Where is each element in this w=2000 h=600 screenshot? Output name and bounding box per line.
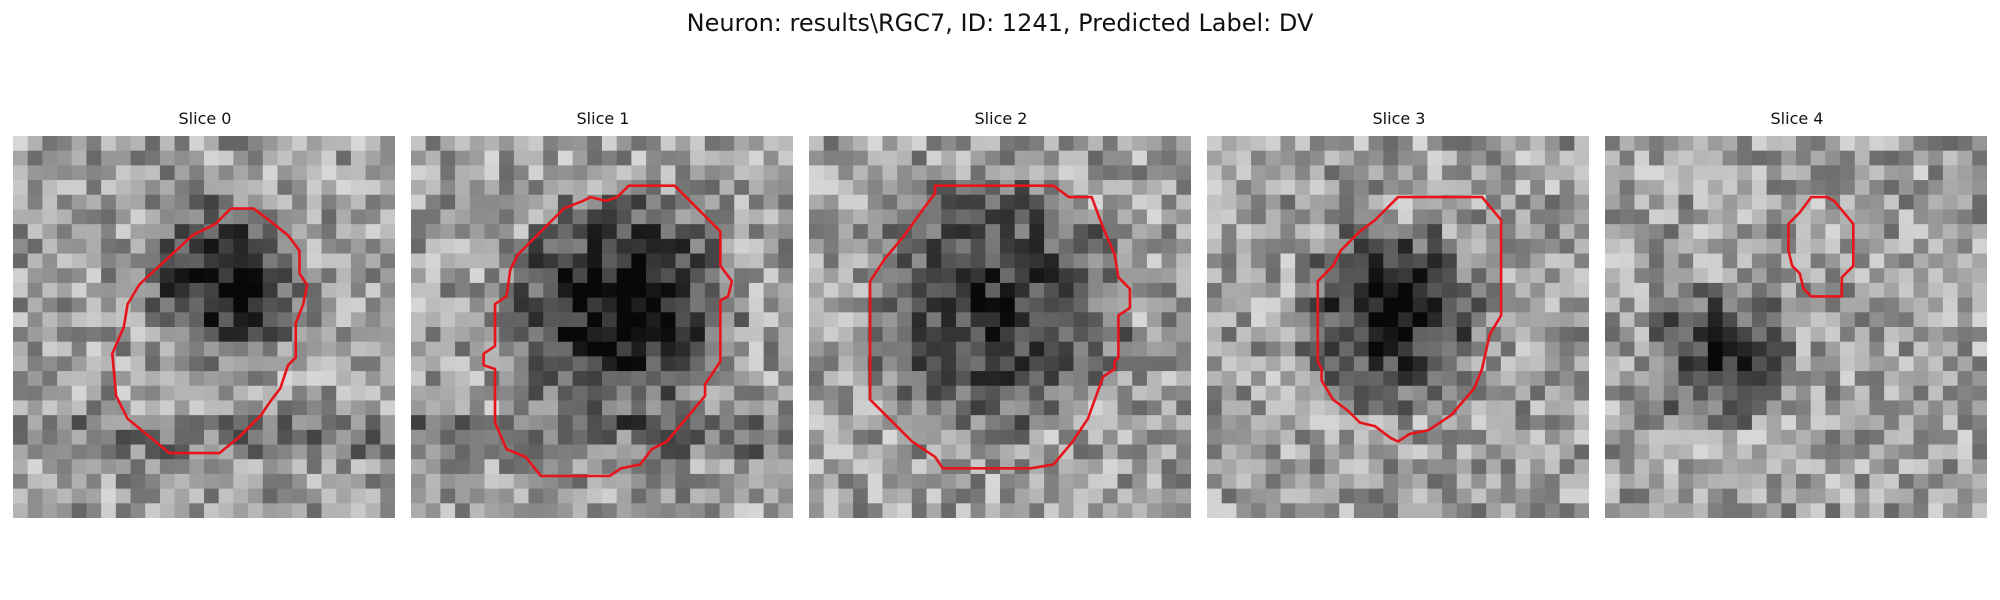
slice-title-2: Slice 2 [974,109,1028,128]
segmentation-contour [1316,195,1503,443]
segmentation-contour [111,207,309,455]
figure-title: Neuron: results\RGC7, ID: 1241, Predicte… [686,9,1314,37]
slice-image-1 [411,136,793,518]
slice-title-3: Slice 3 [1372,109,1426,128]
slice-image-3 [1207,136,1589,518]
slice-svg-3 [1207,136,1589,518]
slice-title-0: Slice 0 [178,109,232,128]
slice-image-2 [809,136,1191,518]
segmentation-contour [1787,195,1855,298]
slice-svg-2 [809,136,1191,518]
segmentation-contour [482,184,734,478]
slice-svg-4 [1605,136,1987,518]
slice-title-1: Slice 1 [576,109,630,128]
slice-svg-0 [13,136,395,518]
segmentation-contour [868,184,1132,470]
slice-svg-1 [411,136,793,518]
slice-image-4 [1605,136,1987,518]
slice-title-4: Slice 4 [1770,109,1824,128]
slice-image-0 [13,136,395,518]
